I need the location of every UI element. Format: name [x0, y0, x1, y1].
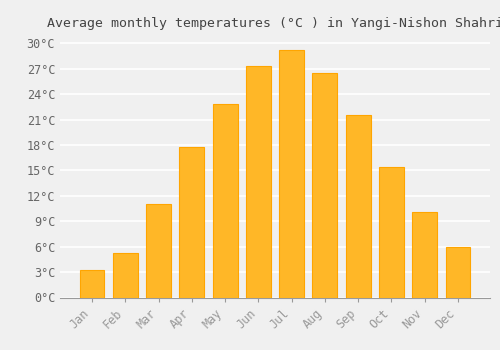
Bar [346, 116, 370, 298]
Bar [379, 167, 404, 298]
Bar [212, 104, 238, 298]
Bar [246, 66, 271, 298]
Bar [446, 247, 470, 298]
Bar [279, 50, 304, 298]
Bar [146, 204, 171, 298]
Bar [113, 253, 138, 298]
Bar [180, 147, 204, 298]
Bar [412, 212, 437, 298]
Bar [80, 271, 104, 298]
Bar [312, 73, 338, 298]
Title: Average monthly temperatures (°C ) in Yangi-Nishon Shahri: Average monthly temperatures (°C ) in Ya… [47, 17, 500, 30]
